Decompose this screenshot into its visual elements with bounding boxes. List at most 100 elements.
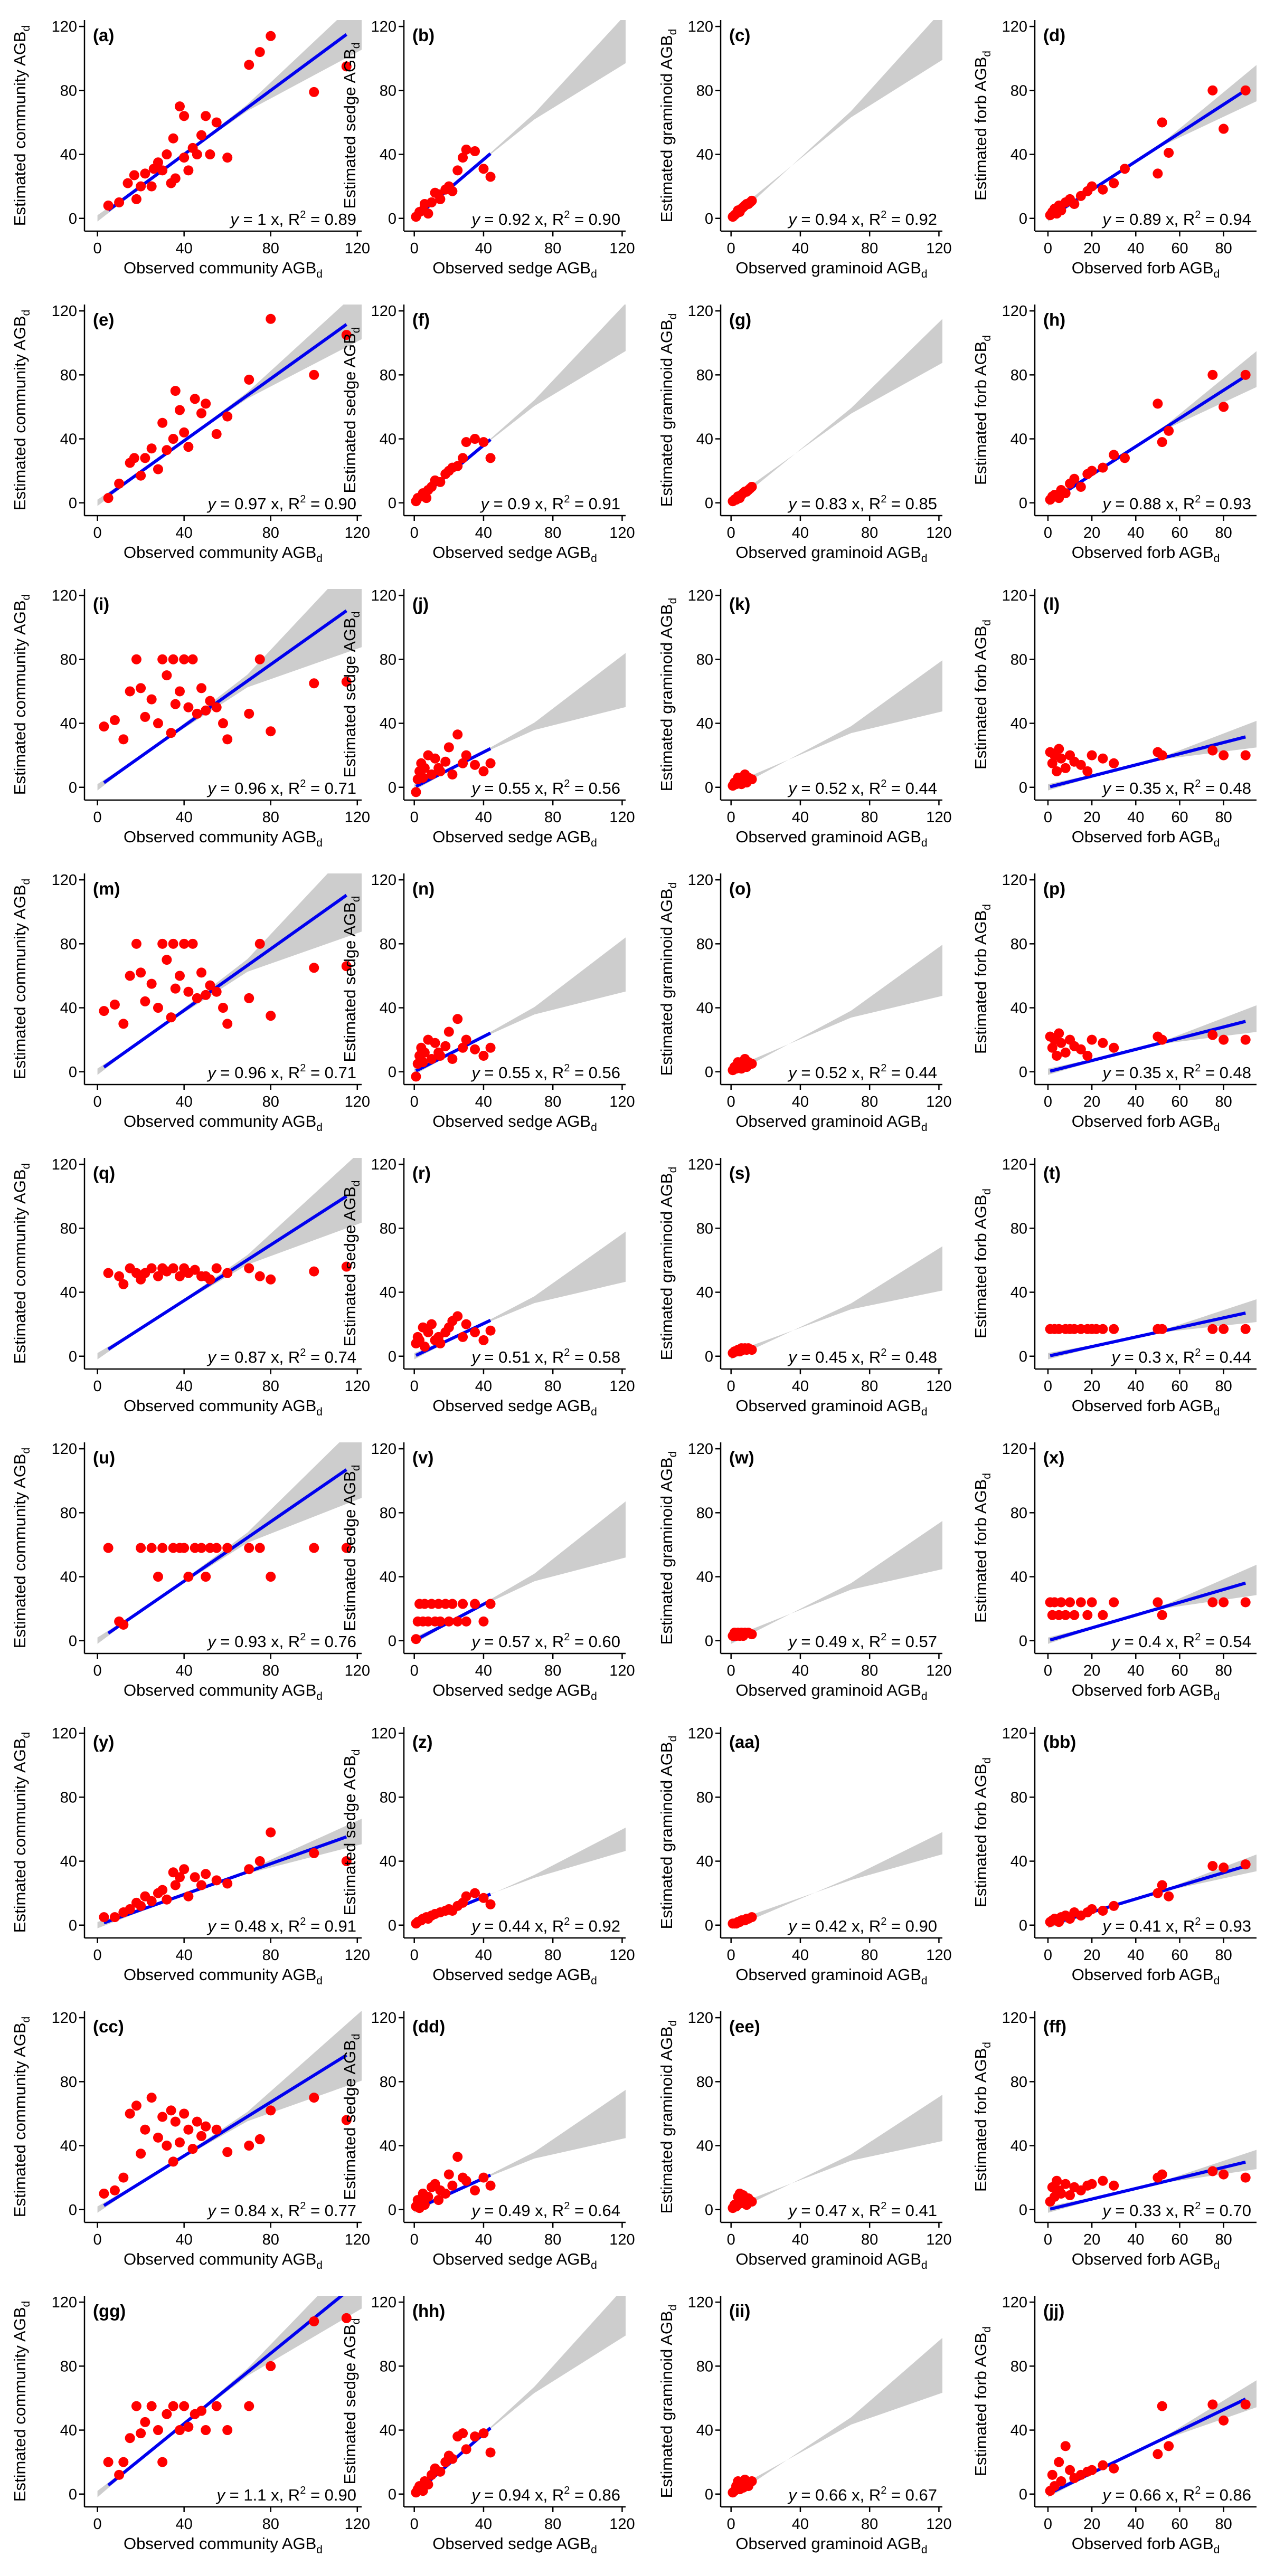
data-point [205,696,215,706]
data-point [1219,1597,1229,1608]
x-tick-label: 40 [475,1947,492,1964]
eq-r2-value: = 0.64 [570,2201,620,2220]
x-axis-title-main: Observed graminoid AGB [735,543,921,562]
x-axis-title-main: Observed graminoid AGB [735,828,921,846]
confidence-band [414,2296,626,2497]
x-axis-title: Observed graminoid AGBd [735,2250,927,2271]
x-axis-title-main: Observed forb AGB [1072,259,1214,277]
data-point [1065,2190,1075,2200]
data-point [435,1050,446,1061]
panel-label: (t) [1043,1163,1061,1183]
y-tick-label: 120 [688,587,713,604]
y-tick-label: 80 [1010,936,1027,953]
eq-y: y [206,1348,217,1366]
data-point [211,1543,222,1553]
y-tick-label: 80 [60,2074,77,2090]
eq-r2-sup: 2 [564,1916,570,1927]
x-tick-label: 60 [1171,1662,1188,1679]
y-tick-label: 80 [60,1789,77,1806]
x-tick-label: 0 [93,1947,102,1964]
eq-r2-sup: 2 [1195,1631,1201,1643]
x-tick-label: 40 [792,2231,809,2248]
y-axis-title-subscript: d [20,1163,32,1170]
data-point [1056,1038,1066,1048]
x-tick-label: 40 [792,1094,809,1110]
data-point [125,2433,135,2444]
x-axis-title-subscript: d [591,2259,597,2271]
data-point [747,2476,757,2487]
x-tick-label: 40 [475,2516,492,2533]
data-point [1087,181,1097,192]
data-point [211,2124,222,2135]
y-axis-title: Estimated forb AGBd [971,1189,993,1338]
y-axis-title-main: Estimated community AGB [11,885,29,1080]
data-point [440,1041,451,1051]
eq-body: = 0.66 x, R [1111,2486,1195,2504]
x-axis-title: Observed graminoid AGBd [735,259,927,280]
y-tick-label: 80 [60,936,77,953]
x-tick-label: 60 [1171,1947,1188,1964]
y-axis-title-main: Estimated graminoid AGB [657,604,676,791]
y-axis-title-subscript: d [350,43,362,49]
data-point [140,453,150,463]
x-axis-title-subscript: d [921,1975,928,1987]
y-tick-label: 80 [696,82,713,99]
y-tick-label: 120 [371,2010,396,2027]
y-tick-label: 80 [1010,1789,1027,1806]
data-point [1109,758,1119,768]
data-point [1164,425,1174,436]
eq-y: y [787,2486,798,2504]
data-point [478,2428,489,2439]
x-tick-label: 40 [176,240,193,257]
x-axis-title: Observed community AGBd [124,543,323,565]
equation-text: y = 0.35 x, R2 = 0.48 [1101,1062,1251,1082]
y-tick-label: 0 [705,1633,713,1650]
x-axis-title: Observed sedge AGBd [432,1112,597,1134]
equation-text: y = 0.97 x, R2 = 0.90 [206,493,356,513]
data-point [1119,164,1130,174]
x-tick-label: 40 [475,1662,492,1679]
y-axis-title: Estimated sedge AGBd [341,612,362,778]
data-point [1098,462,1108,473]
equation-text: y = 0.3 x, R2 = 0.44 [1111,1347,1251,1366]
data-point [190,1872,200,1883]
data-point [452,461,463,471]
y-tick-label: 80 [380,2074,396,2090]
confidence-band [97,1442,362,1644]
equation-text: y = 0.52 x, R2 = 0.44 [787,778,937,797]
data-point [435,2466,446,2477]
eq-r2-sup: 2 [564,1347,570,1358]
data-point [174,1271,185,1281]
data-point [168,2156,178,2167]
x-axis-title-subscript: d [316,2259,323,2271]
data-point [170,2116,181,2127]
x-tick-label: 0 [1044,1662,1052,1679]
y-axis-title: Estimated community AGBd [11,2017,32,2217]
x-tick-label: 0 [727,525,735,541]
panel-label: (w) [729,1448,754,1467]
data-point [153,2425,163,2436]
data-point [485,172,496,182]
y-tick-label: 120 [52,2010,77,2027]
y-axis-title-main: Estimated community AGB [11,2023,29,2218]
plot-area [411,653,626,797]
data-point [1087,465,1097,476]
data-point [452,2152,463,2162]
x-tick-label: 40 [176,525,193,541]
x-tick-label: 0 [93,1378,102,1395]
x-tick-label: 80 [861,809,878,826]
data-point [458,153,468,163]
eq-y: y [470,2201,481,2220]
data-point [1047,1042,1057,1053]
data-point [190,1265,200,1275]
equation-text: y = 0.52 x, R2 = 0.44 [787,1062,937,1082]
panel-label: (l) [1043,594,1060,614]
data-point [1082,1610,1093,1620]
eq-y: y [206,1063,217,1082]
data-point [1052,766,1062,776]
y-axis-title: Estimated graminoid AGBd [657,598,679,792]
y-axis-title-main: Estimated forb AGB [971,1764,990,1907]
